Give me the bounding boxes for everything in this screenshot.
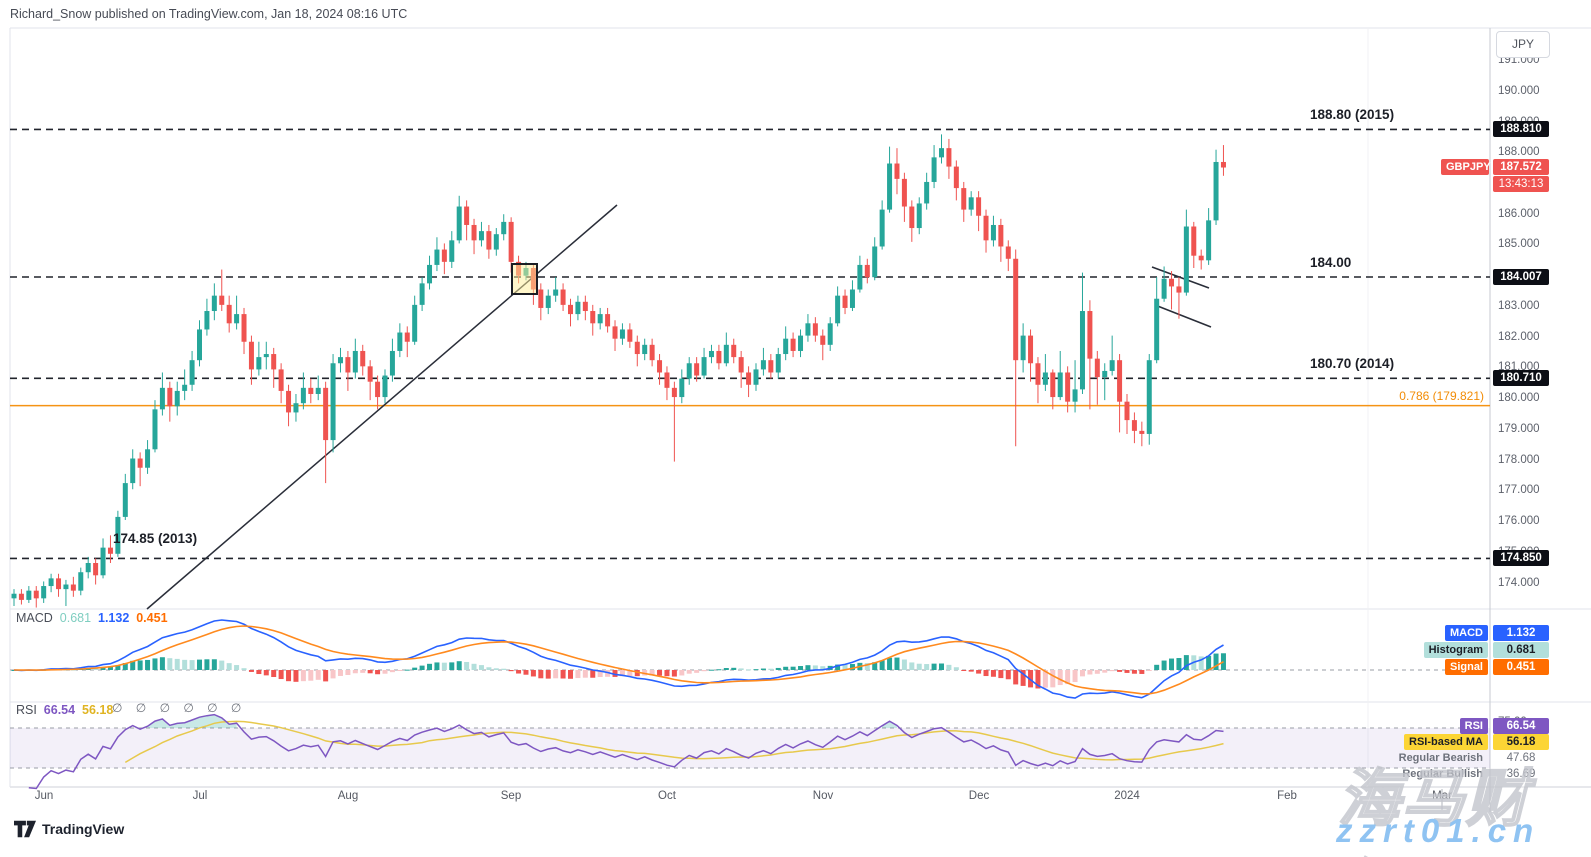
price-axis-tick-176: 176.000	[1498, 515, 1540, 527]
symbol-price-tag: GBPJPY	[1441, 159, 1491, 175]
price-axis-tick-178: 178.000	[1498, 454, 1540, 466]
level-axis-box-184.007: 184.007	[1493, 269, 1549, 285]
macd-axis-name-macd: MACD	[1445, 625, 1488, 641]
rsi-line	[28, 713, 1224, 790]
rsi-axis-name-regular-bearish: Regular Bearish	[1398, 752, 1483, 764]
rsi-axis-value-rsi: 66.54	[1493, 718, 1549, 734]
price-axis-tick-174: 174.000	[1498, 577, 1540, 589]
macd-header-signal-value: 0.451	[136, 611, 168, 625]
macd-signal-line	[13, 625, 1224, 695]
rsi-axis-name-rsi: RSI	[1459, 718, 1488, 734]
macd-indicator-title: MACD	[16, 611, 53, 625]
price-axis-tick-190: 190.000	[1498, 85, 1540, 97]
time-axis-label-oct[interactable]: Oct	[658, 790, 676, 802]
macd-header-histogram-value: 0.681	[59, 611, 92, 625]
price-axis-tick-188: 188.000	[1498, 146, 1540, 158]
macd-axis-name-signal: Signal	[1444, 659, 1488, 675]
publication-title: Richard_Snow published on TradingView.co…	[10, 0, 407, 28]
time-axis-label-sep[interactable]: Sep	[500, 790, 522, 802]
macd-histogram	[11, 653, 1226, 689]
rsi-axis-value-regular-bearish: 47.68	[1506, 752, 1536, 764]
rsi-header-ma-value: 56.18	[82, 703, 114, 717]
level-axis-box-188.810: 188.810	[1493, 121, 1549, 137]
macd-pane-header[interactable]: MACD 0.681 1.132 0.451	[16, 611, 168, 625]
price-axis-tick-179: 179.000	[1498, 423, 1540, 435]
time-axis-label-feb[interactable]: Feb	[1277, 790, 1297, 802]
level-axis-box-174.850: 174.850	[1493, 550, 1549, 566]
tradingview-logo-text: TradingView	[42, 821, 125, 837]
candlestick-series[interactable]	[11, 134, 1226, 608]
publication-title-text: Richard_Snow published on TradingView.co…	[10, 7, 408, 21]
currency-unit-button[interactable]: JPY	[1496, 31, 1550, 58]
price-axis-tick-177: 177.000	[1498, 484, 1540, 496]
last-price-axis-box: 187.572	[1493, 159, 1549, 175]
rsi-pane-header[interactable]: RSI 66.54 56.18	[16, 703, 113, 717]
time-axis-label-jul[interactable]: Jul	[192, 790, 208, 802]
flag-line-2[interactable]	[1154, 304, 1212, 328]
level-label-180.710: 180.70 (2014)	[1310, 356, 1395, 371]
bar-countdown-box: 13:43:13	[1493, 176, 1549, 192]
price-axis-tick-180: 180.000	[1498, 392, 1540, 404]
rsi-band-fill	[10, 728, 1490, 768]
rsi-overbought-fill	[882, 721, 897, 728]
breakout-highlight-rect[interactable]	[511, 263, 538, 295]
macd-axis-value-macd: 1.132	[1493, 625, 1549, 641]
macd-axis-value-histogram: 0.681	[1493, 642, 1549, 658]
rsi-overbought-fill	[147, 714, 237, 728]
rsi-indicator-title: RSI	[16, 703, 37, 717]
rsi-axis-name-rsi-based-ma: RSI-based MA	[1404, 734, 1488, 750]
trendline-drawing[interactable]	[146, 204, 618, 610]
price-axis-tick-185: 185.000	[1498, 238, 1540, 250]
macd-line	[13, 619, 1224, 699]
time-axis-label-2024[interactable]: 2024	[1114, 790, 1140, 802]
time-axis-label-dec[interactable]: Dec	[968, 790, 990, 802]
tradingview-logo-icon	[14, 820, 36, 838]
fib-level-label: 0.786 (179.821)	[1399, 389, 1484, 403]
level-label-174.850: 174.85 (2013)	[113, 531, 198, 546]
level-label-184.007: 184.00	[1310, 255, 1352, 270]
tradingview-logo[interactable]: TradingView	[14, 820, 124, 838]
rsi-axis-value-regular-bullish: 36.69	[1506, 768, 1536, 780]
time-axis-label-nov[interactable]: Nov	[812, 790, 834, 802]
price-axis-tick-183: 183.000	[1498, 300, 1540, 312]
macd-axis-name-histogram: Histogram	[1423, 642, 1488, 658]
price-axis-tick-186: 186.000	[1498, 208, 1540, 220]
rsi-axis-name-regular-bullish: Regular Bullish	[1402, 768, 1483, 780]
time-axis-label-aug[interactable]: Aug	[337, 790, 359, 802]
level-axis-box-180.710: 180.710	[1493, 370, 1549, 386]
rsi-divergence-zero-icons: ∅ ∅ ∅ ∅ ∅ ∅	[112, 701, 247, 715]
rsi-ma-line	[124, 720, 1224, 764]
time-axis-label-jun[interactable]: Jun	[34, 790, 54, 802]
macd-header-macd-value: 1.132	[98, 611, 130, 625]
macd-axis-value-signal: 0.451	[1493, 659, 1549, 675]
time-axis-label-mar[interactable]: Mar	[1432, 790, 1452, 802]
level-label-188.810: 188.80 (2015)	[1310, 107, 1395, 122]
price-axis-tick-182: 182.000	[1498, 331, 1540, 343]
rsi-header-value: 66.54	[43, 703, 76, 717]
flag-line-1[interactable]	[1151, 266, 1210, 289]
rsi-axis-value-rsi-based-ma: 56.18	[1493, 734, 1549, 750]
